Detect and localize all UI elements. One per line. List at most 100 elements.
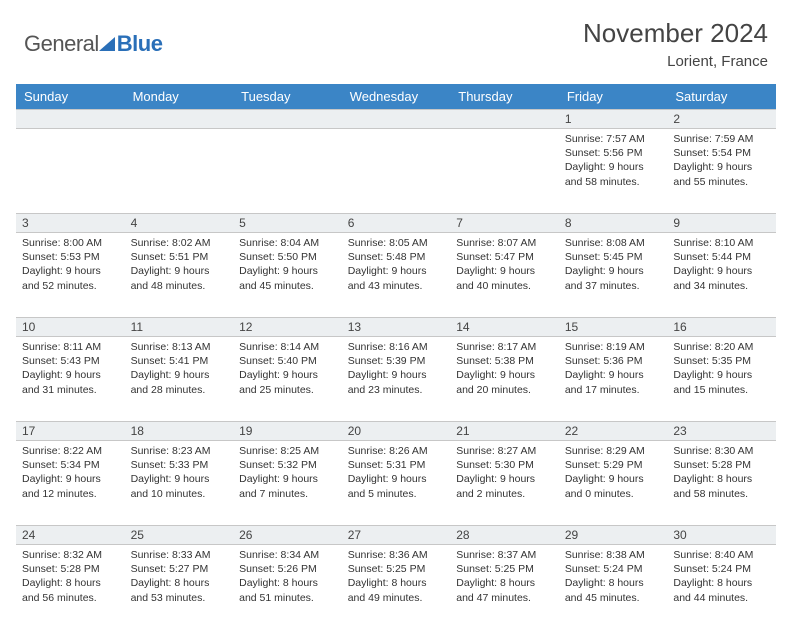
day-cell-text: Sunrise: 8:02 AMSunset: 5:51 PMDaylight:… — [131, 236, 228, 293]
day-cell — [125, 129, 234, 214]
day-cell: Sunrise: 8:19 AMSunset: 5:36 PMDaylight:… — [559, 337, 668, 422]
calendar-table: SundayMondayTuesdayWednesdayThursdayFrid… — [16, 84, 776, 630]
day-cell — [233, 129, 342, 214]
day-number-cell: 26 — [233, 526, 342, 545]
day-number-cell: 1 — [559, 110, 668, 129]
day-number-cell: 12 — [233, 318, 342, 337]
day-cell-text: Sunrise: 8:08 AMSunset: 5:45 PMDaylight:… — [565, 236, 662, 293]
day-cell-text: Sunrise: 8:23 AMSunset: 5:33 PMDaylight:… — [131, 444, 228, 501]
day-cell: Sunrise: 7:59 AMSunset: 5:54 PMDaylight:… — [667, 129, 776, 214]
day-number-cell: 4 — [125, 214, 234, 233]
day-cell-text: Sunrise: 8:13 AMSunset: 5:41 PMDaylight:… — [131, 340, 228, 397]
day-number-cell: 11 — [125, 318, 234, 337]
calendar-body: 12 Sunrise: 7:57 AMSunset: 5:56 PMDayligh… — [16, 110, 776, 630]
day-cell: Sunrise: 8:25 AMSunset: 5:32 PMDaylight:… — [233, 441, 342, 526]
day-number-row: 17181920212223 — [16, 422, 776, 441]
day-number-cell: 6 — [342, 214, 451, 233]
day-number-cell: 15 — [559, 318, 668, 337]
day-cell: Sunrise: 8:37 AMSunset: 5:25 PMDaylight:… — [450, 545, 559, 630]
day-cell: Sunrise: 8:29 AMSunset: 5:29 PMDaylight:… — [559, 441, 668, 526]
day-cell-text: Sunrise: 8:40 AMSunset: 5:24 PMDaylight:… — [673, 548, 770, 605]
day-number-row: 10111213141516 — [16, 318, 776, 337]
weekday-header-row: SundayMondayTuesdayWednesdayThursdayFrid… — [16, 84, 776, 110]
day-number-cell: 20 — [342, 422, 451, 441]
location-label: Lorient, France — [583, 53, 768, 70]
day-cell — [342, 129, 451, 214]
day-number-cell: 8 — [559, 214, 668, 233]
day-cell: Sunrise: 8:10 AMSunset: 5:44 PMDaylight:… — [667, 233, 776, 318]
day-number-cell: 13 — [342, 318, 451, 337]
day-cell: Sunrise: 8:26 AMSunset: 5:31 PMDaylight:… — [342, 441, 451, 526]
day-number-cell: 23 — [667, 422, 776, 441]
weekday-header: Saturday — [667, 84, 776, 110]
day-cell: Sunrise: 8:40 AMSunset: 5:24 PMDaylight:… — [667, 545, 776, 630]
day-number-cell: 30 — [667, 526, 776, 545]
day-cell: Sunrise: 8:14 AMSunset: 5:40 PMDaylight:… — [233, 337, 342, 422]
day-number-row: 24252627282930 — [16, 526, 776, 545]
weekday-header: Tuesday — [233, 84, 342, 110]
day-number-cell: 18 — [125, 422, 234, 441]
day-cell-text: Sunrise: 8:07 AMSunset: 5:47 PMDaylight:… — [456, 236, 553, 293]
logo-triangle-icon — [99, 37, 115, 51]
day-cell-text: Sunrise: 8:38 AMSunset: 5:24 PMDaylight:… — [565, 548, 662, 605]
day-number-cell — [233, 110, 342, 129]
day-cell-text: Sunrise: 8:16 AMSunset: 5:39 PMDaylight:… — [348, 340, 445, 397]
day-cell-text: Sunrise: 8:25 AMSunset: 5:32 PMDaylight:… — [239, 444, 336, 501]
day-number-cell: 22 — [559, 422, 668, 441]
day-number-cell: 14 — [450, 318, 559, 337]
day-cell-text: Sunrise: 8:27 AMSunset: 5:30 PMDaylight:… — [456, 444, 553, 501]
day-cell: Sunrise: 8:02 AMSunset: 5:51 PMDaylight:… — [125, 233, 234, 318]
day-cell-text: Sunrise: 7:59 AMSunset: 5:54 PMDaylight:… — [673, 132, 770, 189]
day-cell — [16, 129, 125, 214]
day-cell-text: Sunrise: 8:32 AMSunset: 5:28 PMDaylight:… — [22, 548, 119, 605]
day-number-cell: 19 — [233, 422, 342, 441]
day-number-cell — [16, 110, 125, 129]
day-cell-text: Sunrise: 8:00 AMSunset: 5:53 PMDaylight:… — [22, 236, 119, 293]
day-cell-text: Sunrise: 8:14 AMSunset: 5:40 PMDaylight:… — [239, 340, 336, 397]
day-cell: Sunrise: 8:16 AMSunset: 5:39 PMDaylight:… — [342, 337, 451, 422]
day-cell: Sunrise: 8:08 AMSunset: 5:45 PMDaylight:… — [559, 233, 668, 318]
day-cell — [450, 129, 559, 214]
day-cell-text: Sunrise: 7:57 AMSunset: 5:56 PMDaylight:… — [565, 132, 662, 189]
day-cell-text: Sunrise: 8:11 AMSunset: 5:43 PMDaylight:… — [22, 340, 119, 397]
day-cell: Sunrise: 8:00 AMSunset: 5:53 PMDaylight:… — [16, 233, 125, 318]
day-number-cell: 2 — [667, 110, 776, 129]
day-cell: Sunrise: 8:23 AMSunset: 5:33 PMDaylight:… — [125, 441, 234, 526]
logo-blue-text: Blue — [117, 31, 163, 57]
day-cell-text: Sunrise: 8:37 AMSunset: 5:25 PMDaylight:… — [456, 548, 553, 605]
logo: General Blue — [24, 31, 162, 57]
day-number-cell: 5 — [233, 214, 342, 233]
weekday-header: Sunday — [16, 84, 125, 110]
logo-general-text: General — [24, 31, 99, 57]
day-number-cell: 17 — [16, 422, 125, 441]
day-number-cell: 29 — [559, 526, 668, 545]
day-number-cell — [342, 110, 451, 129]
day-cell: Sunrise: 8:20 AMSunset: 5:35 PMDaylight:… — [667, 337, 776, 422]
day-cell-text: Sunrise: 8:20 AMSunset: 5:35 PMDaylight:… — [673, 340, 770, 397]
day-content-row: Sunrise: 8:22 AMSunset: 5:34 PMDaylight:… — [16, 441, 776, 526]
day-number-cell: 24 — [16, 526, 125, 545]
day-cell-text: Sunrise: 8:19 AMSunset: 5:36 PMDaylight:… — [565, 340, 662, 397]
day-cell-text: Sunrise: 8:30 AMSunset: 5:28 PMDaylight:… — [673, 444, 770, 501]
day-cell: Sunrise: 8:33 AMSunset: 5:27 PMDaylight:… — [125, 545, 234, 630]
day-number-cell: 25 — [125, 526, 234, 545]
day-number-cell: 16 — [667, 318, 776, 337]
title-block: November 2024 Lorient, France — [583, 18, 768, 70]
day-number-cell: 27 — [342, 526, 451, 545]
day-number-cell: 9 — [667, 214, 776, 233]
day-cell: Sunrise: 8:11 AMSunset: 5:43 PMDaylight:… — [16, 337, 125, 422]
day-cell-text: Sunrise: 8:10 AMSunset: 5:44 PMDaylight:… — [673, 236, 770, 293]
day-content-row: Sunrise: 8:00 AMSunset: 5:53 PMDaylight:… — [16, 233, 776, 318]
day-cell: Sunrise: 8:17 AMSunset: 5:38 PMDaylight:… — [450, 337, 559, 422]
day-cell: Sunrise: 8:27 AMSunset: 5:30 PMDaylight:… — [450, 441, 559, 526]
day-cell-text: Sunrise: 8:29 AMSunset: 5:29 PMDaylight:… — [565, 444, 662, 501]
weekday-header: Monday — [125, 84, 234, 110]
day-content-row: Sunrise: 7:57 AMSunset: 5:56 PMDaylight:… — [16, 129, 776, 214]
day-cell-text: Sunrise: 8:36 AMSunset: 5:25 PMDaylight:… — [348, 548, 445, 605]
day-cell: Sunrise: 8:32 AMSunset: 5:28 PMDaylight:… — [16, 545, 125, 630]
weekday-header: Thursday — [450, 84, 559, 110]
day-cell-text: Sunrise: 8:26 AMSunset: 5:31 PMDaylight:… — [348, 444, 445, 501]
day-cell: Sunrise: 8:05 AMSunset: 5:48 PMDaylight:… — [342, 233, 451, 318]
day-cell: Sunrise: 8:07 AMSunset: 5:47 PMDaylight:… — [450, 233, 559, 318]
day-cell: Sunrise: 7:57 AMSunset: 5:56 PMDaylight:… — [559, 129, 668, 214]
